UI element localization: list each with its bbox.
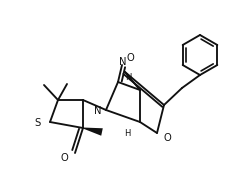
Text: N: N bbox=[119, 57, 126, 67]
Text: H: H bbox=[123, 129, 130, 137]
Polygon shape bbox=[82, 128, 102, 136]
Text: S: S bbox=[35, 118, 41, 128]
Text: O: O bbox=[162, 133, 170, 143]
Text: H: H bbox=[124, 73, 131, 82]
Text: O: O bbox=[60, 153, 68, 163]
Text: N: N bbox=[94, 106, 101, 116]
Text: O: O bbox=[125, 53, 133, 63]
